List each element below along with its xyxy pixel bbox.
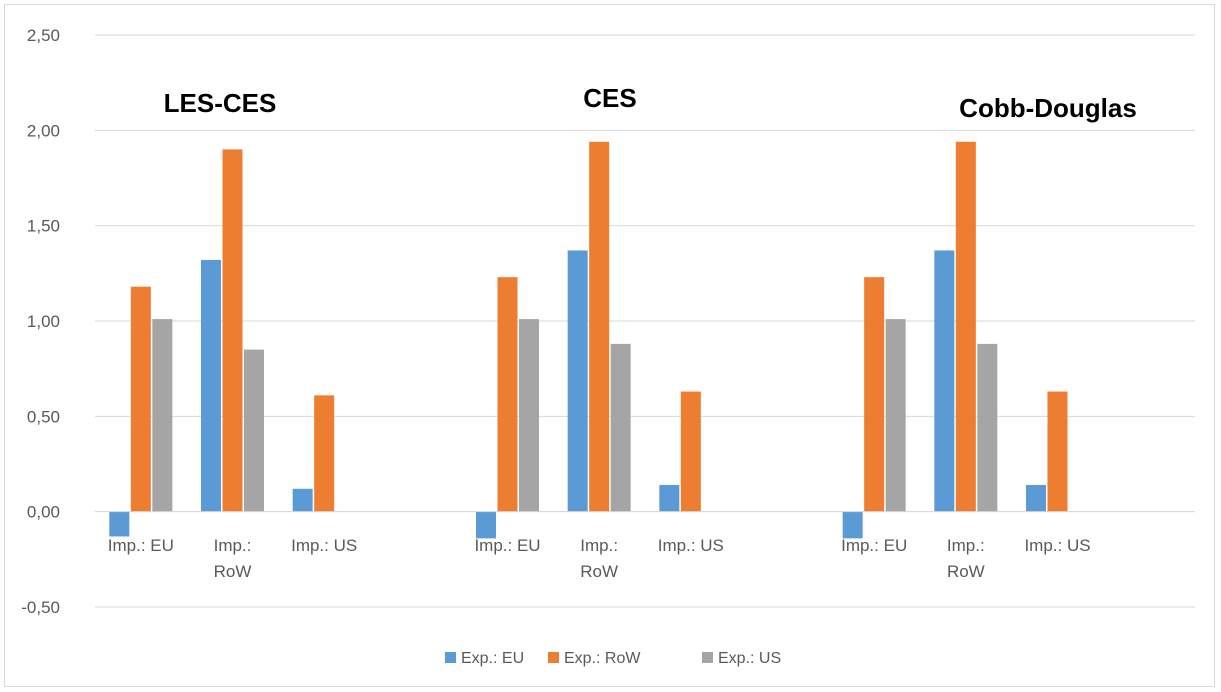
bar xyxy=(109,511,130,537)
bar xyxy=(497,277,518,512)
bar xyxy=(977,343,998,512)
legend-label: Exp.: EU xyxy=(461,650,524,667)
group-annotation: LES-CES xyxy=(164,88,277,118)
bar xyxy=(842,511,863,539)
legend-swatch xyxy=(702,652,713,663)
group-annotation: Cobb-Douglas xyxy=(959,93,1137,123)
bar xyxy=(314,395,335,512)
bar xyxy=(589,141,610,512)
x-category-label: Imp.: US xyxy=(291,536,357,555)
bar xyxy=(659,484,680,512)
bar xyxy=(292,488,313,512)
bar xyxy=(152,319,173,512)
legend-label: Exp.: RoW xyxy=(564,650,641,667)
x-category-label: Imp.: xyxy=(947,536,985,555)
group-annotation: CES xyxy=(583,83,636,113)
x-category-label: Imp.: EU xyxy=(108,536,174,555)
y-tick-label: 1,50 xyxy=(27,217,60,236)
bar xyxy=(201,259,221,512)
bar xyxy=(610,343,631,512)
bar xyxy=(680,391,701,512)
x-category-label: Imp.: xyxy=(580,536,618,555)
x-category-label: Imp.: EU xyxy=(474,536,540,555)
bar xyxy=(222,149,243,512)
y-tick-label: 0,00 xyxy=(27,503,60,522)
legend-swatch xyxy=(445,652,456,663)
bar xyxy=(519,319,539,512)
y-tick-label: 0,50 xyxy=(27,407,60,426)
x-category-label: Imp.: EU xyxy=(841,536,907,555)
x-category-label: RoW xyxy=(214,562,252,581)
bar xyxy=(864,277,885,512)
bar xyxy=(955,141,976,512)
bar xyxy=(476,511,496,539)
bar xyxy=(1026,484,1046,512)
bar xyxy=(244,349,264,512)
x-category-label: Imp.: US xyxy=(658,536,724,555)
x-category-label: Imp.: xyxy=(214,536,252,555)
bar xyxy=(885,319,906,512)
x-category-label: RoW xyxy=(947,562,985,581)
x-category-label: RoW xyxy=(580,562,618,581)
y-tick-label: 1,00 xyxy=(27,312,60,331)
y-tick-label: 2,50 xyxy=(27,26,60,45)
bar xyxy=(130,286,151,512)
legend-label: Exp.: US xyxy=(718,650,781,667)
legend-swatch xyxy=(548,652,559,663)
bar xyxy=(934,250,955,512)
bar xyxy=(1047,391,1068,512)
y-tick-label: 2,00 xyxy=(27,121,60,140)
bar xyxy=(567,250,588,512)
x-category-label: Imp.: US xyxy=(1024,536,1090,555)
y-tick-label: -0,50 xyxy=(21,598,60,617)
